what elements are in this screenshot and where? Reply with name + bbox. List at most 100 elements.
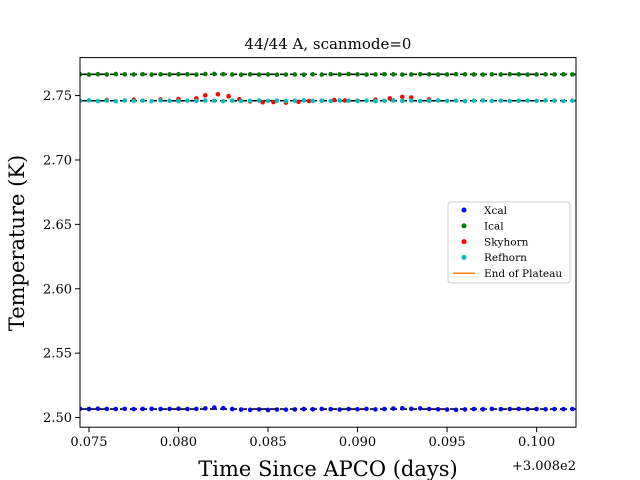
ical-point bbox=[149, 72, 154, 77]
refhorn-point bbox=[373, 98, 378, 104]
xcal-point bbox=[292, 407, 298, 412]
refhorn-point bbox=[211, 98, 217, 104]
xcal-point bbox=[319, 406, 325, 412]
ical-point bbox=[373, 72, 378, 77]
legend-marker-swatch bbox=[461, 223, 467, 229]
ical-point bbox=[167, 72, 172, 77]
ical-point bbox=[176, 71, 181, 77]
refhorn-point bbox=[292, 98, 298, 104]
legend: Xcal Ical Skyhorn Refhorn End of Plateau bbox=[447, 201, 571, 284]
xcal-point bbox=[346, 406, 351, 412]
chart-title: 44/44 A, scanmode=0 bbox=[245, 35, 412, 53]
xcal-point bbox=[426, 406, 432, 412]
refhorn-point bbox=[149, 98, 154, 104]
legend-item-end-of-plateau: End of Plateau bbox=[453, 268, 562, 280]
refhorn-point bbox=[552, 98, 557, 104]
xcal-point bbox=[391, 406, 396, 411]
xcal-point bbox=[382, 406, 387, 412]
xcal-point bbox=[95, 406, 101, 411]
xcal-point bbox=[80, 406, 83, 412]
refhorn-point bbox=[310, 98, 316, 104]
data-points bbox=[80, 71, 575, 413]
x-tick-label: 0.095 bbox=[428, 435, 465, 450]
refhorn-point bbox=[220, 98, 226, 104]
refhorn-point bbox=[274, 98, 280, 103]
skyhorn-point bbox=[226, 93, 231, 99]
ical-point bbox=[229, 72, 235, 77]
refhorn-point bbox=[319, 98, 325, 103]
x-tick-label: 0.075 bbox=[70, 435, 107, 450]
skyhorn-point bbox=[400, 94, 405, 100]
xcal-point bbox=[211, 405, 217, 410]
ical-point bbox=[185, 72, 190, 77]
refhorn-point bbox=[346, 98, 351, 104]
refhorn-point bbox=[364, 98, 369, 103]
ical-point bbox=[444, 72, 450, 77]
ical-point bbox=[453, 71, 459, 77]
xcal-point bbox=[561, 406, 566, 412]
ical-point bbox=[301, 72, 307, 78]
xcal-point bbox=[435, 406, 441, 412]
ical-point bbox=[346, 71, 351, 77]
xcal-point bbox=[471, 406, 477, 412]
xcal-point bbox=[86, 406, 92, 412]
xcal-point bbox=[408, 406, 414, 412]
ical-point bbox=[489, 72, 495, 77]
refhorn-point bbox=[301, 98, 307, 103]
xcal-point bbox=[158, 406, 163, 412]
ical-point bbox=[355, 72, 360, 77]
legend-marker-swatch bbox=[461, 254, 467, 260]
legend-label: Xcal bbox=[484, 205, 508, 217]
xcal-point bbox=[185, 406, 190, 412]
ical-point bbox=[364, 72, 369, 77]
refhorn-point bbox=[453, 98, 459, 103]
refhorn-point bbox=[400, 98, 405, 104]
skyhorn-point bbox=[331, 97, 337, 103]
ical-point bbox=[95, 71, 101, 77]
skyhorn-point bbox=[296, 99, 301, 105]
xcal-point bbox=[516, 406, 522, 412]
ical-point bbox=[462, 72, 468, 77]
refhorn-point bbox=[561, 98, 566, 104]
ical-point bbox=[570, 72, 575, 77]
ical-point bbox=[328, 71, 333, 77]
refhorn-point bbox=[543, 98, 548, 103]
refhorn-point bbox=[498, 98, 504, 103]
y-tick-label: 2.60 bbox=[43, 282, 72, 297]
refhorn-point bbox=[426, 98, 432, 104]
x-tick-label: 0.085 bbox=[249, 435, 286, 450]
xcal-point bbox=[140, 406, 145, 412]
refhorn-point bbox=[229, 98, 235, 103]
xcal-point bbox=[256, 407, 262, 412]
refhorn-point bbox=[471, 98, 477, 104]
xcal-point bbox=[373, 407, 378, 412]
refhorn-point bbox=[408, 98, 414, 103]
refhorn-point bbox=[525, 98, 530, 103]
skyhorn-point bbox=[215, 92, 221, 97]
ical-point bbox=[122, 72, 128, 77]
ical-point bbox=[104, 72, 110, 77]
refhorn-point bbox=[489, 98, 495, 104]
refhorn-point bbox=[86, 98, 92, 103]
y-tick-label: 2.50 bbox=[43, 411, 72, 426]
xcal-point bbox=[328, 406, 333, 412]
ical-point bbox=[113, 71, 119, 77]
xcal-point bbox=[220, 405, 226, 411]
xcal-point bbox=[355, 406, 360, 412]
refhorn-point bbox=[391, 98, 396, 103]
xcal-point bbox=[417, 406, 423, 411]
xcal-point bbox=[229, 406, 235, 412]
ical-point bbox=[292, 72, 298, 77]
ical-point bbox=[480, 72, 486, 77]
ical-point bbox=[337, 72, 342, 77]
xcal-point bbox=[480, 406, 486, 412]
xcal-point bbox=[552, 406, 557, 412]
refhorn-point bbox=[194, 98, 199, 104]
x-axis-label: Time Since APCO (days) bbox=[198, 457, 457, 480]
xcal-point bbox=[489, 406, 495, 412]
refhorn-point bbox=[158, 98, 163, 103]
ical-point bbox=[417, 71, 423, 77]
xcal-point bbox=[525, 406, 530, 412]
refhorn-point bbox=[337, 98, 342, 103]
